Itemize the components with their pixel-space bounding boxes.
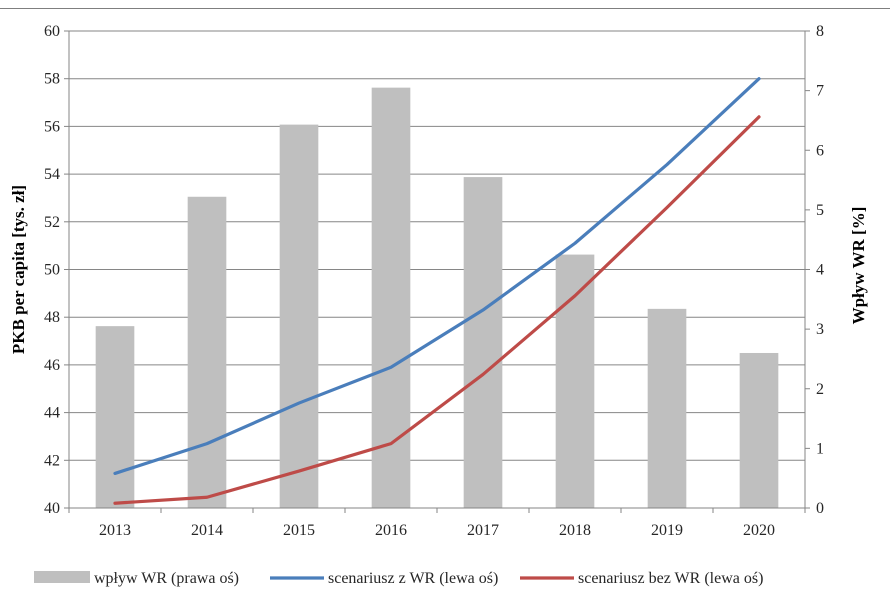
left-tick-label: 50 [44,262,60,279]
right-axis-title: Wpływ WR [%] [849,207,868,325]
right-tick-label: 4 [816,262,824,279]
right-tick-label: 0 [816,500,824,517]
x-tick-label: 2018 [559,522,591,539]
bar [739,352,779,508]
top-border [0,8,890,9]
left-tick-label: 40 [44,500,60,517]
x-tick-label: 2019 [651,522,683,539]
left-tick-label: 46 [44,357,60,374]
right-tick-label: 8 [816,23,824,40]
x-tick-label: 2016 [375,522,407,539]
right-tick-label: 3 [816,321,824,338]
right-tick-label: 1 [816,440,824,457]
line-layer [113,77,761,505]
legend-label: wpływ WR (prawa oś) [94,570,239,587]
x-tick-label: 2017 [467,522,499,539]
x-tick-label: 2013 [99,522,131,539]
left-tick-label: 44 [44,405,60,422]
bar-layer [95,87,779,509]
left-tick-label: 60 [44,23,60,40]
left-tick-label: 58 [44,71,60,88]
legend-label: scenariusz bez WR (lewa oś) [578,570,763,587]
bar [279,124,319,508]
grid-layer [69,30,805,509]
left-tick-label: 42 [44,452,60,469]
bar [463,177,503,509]
x-tick-label: 2014 [191,522,223,539]
bar [647,308,687,508]
x-tick-label: 2015 [283,522,315,539]
bar [371,87,411,509]
bar [95,326,135,508]
legend-label: scenariusz z WR (lewa oś) [328,570,498,587]
right-tick-label: 2 [816,381,824,398]
legend-layer: wpływ WR (prawa oś) scenariusz z WR (lewa… [34,570,763,587]
right-tick-label: 6 [816,142,824,159]
left-axis-title: PKB per capita [tys. zł] [9,185,28,354]
legend-swatch [34,571,90,583]
left-tick-label: 52 [44,214,60,231]
right-tick-label: 5 [816,202,824,219]
series-line-2 [113,115,761,505]
left-tick-label: 54 [44,166,60,183]
right-tick-label: 7 [816,83,824,100]
bar [555,254,595,508]
left-tick-label: 56 [44,118,60,135]
series-line-1 [113,77,761,476]
x-tick-label: 2020 [743,522,775,539]
bar [187,196,227,508]
left-tick-label: 48 [44,309,60,326]
